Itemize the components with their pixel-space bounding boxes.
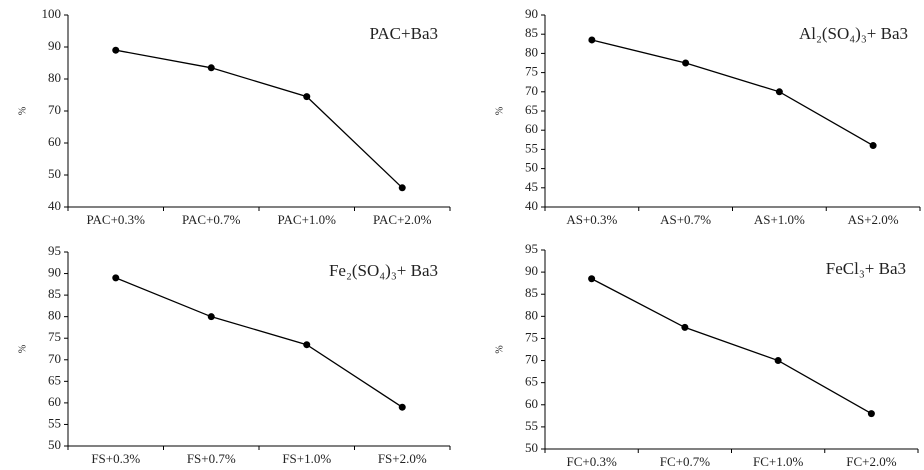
y-tick-label: 60 xyxy=(525,121,538,136)
y-tick-label: 80 xyxy=(48,70,61,85)
marker xyxy=(867,410,875,418)
marker xyxy=(775,88,783,96)
x-tick-label: AS+2.0% xyxy=(848,212,899,227)
marker xyxy=(112,274,120,282)
y-tick-label: 55 xyxy=(525,140,538,155)
y-axis-label: % xyxy=(17,345,28,353)
y-tick-label: 85 xyxy=(525,25,538,40)
y-tick-label: 75 xyxy=(525,64,538,79)
marker xyxy=(869,142,877,150)
y-axis-label: % xyxy=(494,345,505,353)
y-tick-label: 70 xyxy=(525,83,538,98)
line xyxy=(115,49,403,189)
marker xyxy=(112,46,120,54)
y-tick-label: 65 xyxy=(525,374,538,389)
y-tick-label: 70 xyxy=(525,352,538,367)
marker xyxy=(398,184,406,192)
line xyxy=(591,278,872,415)
y-tick-label: 60 xyxy=(48,134,61,149)
marker xyxy=(398,403,406,411)
x-tick-label: AS+0.7% xyxy=(660,212,711,227)
y-tick-label: 80 xyxy=(48,308,61,323)
x-tick-label: FC+0.3% xyxy=(566,454,616,469)
y-tick-label: 65 xyxy=(525,102,538,117)
x-tick-label: PAC+2.0% xyxy=(373,212,432,227)
y-tick-label: 50 xyxy=(525,160,538,175)
x-tick-label: PAC+1.0% xyxy=(277,212,336,227)
y-tick-label: 50 xyxy=(48,437,61,452)
marker xyxy=(207,64,215,72)
y-tick-label: 50 xyxy=(525,440,538,455)
y-tick-label: 95 xyxy=(48,243,61,258)
x-tick-label: FS+1.0% xyxy=(282,451,331,466)
x-tick-label: FC+0.7% xyxy=(660,454,710,469)
y-tick-label: 90 xyxy=(525,263,538,278)
x-tick-label: FS+0.3% xyxy=(91,451,140,466)
chart-title: Al₂(SO₄)₃+ Ba3 xyxy=(799,24,908,43)
y-tick-label: 70 xyxy=(48,351,61,366)
y-tick-label: 80 xyxy=(525,307,538,322)
y-tick-label: 95 xyxy=(525,241,538,256)
y-axis-label: % xyxy=(494,107,505,115)
y-tick-label: 100 xyxy=(42,6,62,21)
marker xyxy=(588,275,596,283)
marker xyxy=(682,59,690,67)
line xyxy=(591,39,874,147)
chart-title: Fe₂(SO₄)₃+ Ba3 xyxy=(329,261,438,280)
y-tick-label: 80 xyxy=(525,44,538,59)
y-tick-label: 90 xyxy=(525,6,538,21)
y-tick-label: 60 xyxy=(525,396,538,411)
y-tick-label: 55 xyxy=(48,415,61,430)
marker xyxy=(303,93,311,101)
chart-title: FeCl₃+ Ba3 xyxy=(826,259,906,278)
y-tick-label: 65 xyxy=(48,372,61,387)
x-tick-label: PAC+0.3% xyxy=(86,212,145,227)
y-tick-label: 85 xyxy=(525,285,538,300)
marker xyxy=(681,323,689,331)
x-tick-label: FS+2.0% xyxy=(378,451,427,466)
y-tick-label: 75 xyxy=(48,329,61,344)
x-tick-label: PAC+0.7% xyxy=(182,212,241,227)
y-tick-label: 90 xyxy=(48,38,61,53)
x-tick-label: FS+0.7% xyxy=(187,451,236,466)
y-tick-label: 45 xyxy=(525,179,538,194)
y-tick-label: 85 xyxy=(48,286,61,301)
y-tick-label: 60 xyxy=(48,394,61,409)
y-tick-label: 75 xyxy=(525,329,538,344)
marker xyxy=(588,36,596,44)
y-tick-label: 90 xyxy=(48,265,61,280)
x-tick-label: AS+0.3% xyxy=(566,212,617,227)
x-tick-label: FC+2.0% xyxy=(846,454,896,469)
marker xyxy=(774,357,782,365)
y-tick-label: 40 xyxy=(525,198,538,213)
y-tick-label: 55 xyxy=(525,418,538,433)
chart-title: PAC+Ba3 xyxy=(370,24,438,43)
marker xyxy=(207,313,215,321)
y-tick-label: 70 xyxy=(48,102,61,117)
line xyxy=(115,277,403,408)
y-tick-label: 40 xyxy=(48,198,61,213)
marker xyxy=(303,341,311,349)
y-axis-label: % xyxy=(17,107,28,115)
y-tick-label: 50 xyxy=(48,166,61,181)
x-tick-label: AS+1.0% xyxy=(754,212,805,227)
x-tick-label: FC+1.0% xyxy=(753,454,803,469)
